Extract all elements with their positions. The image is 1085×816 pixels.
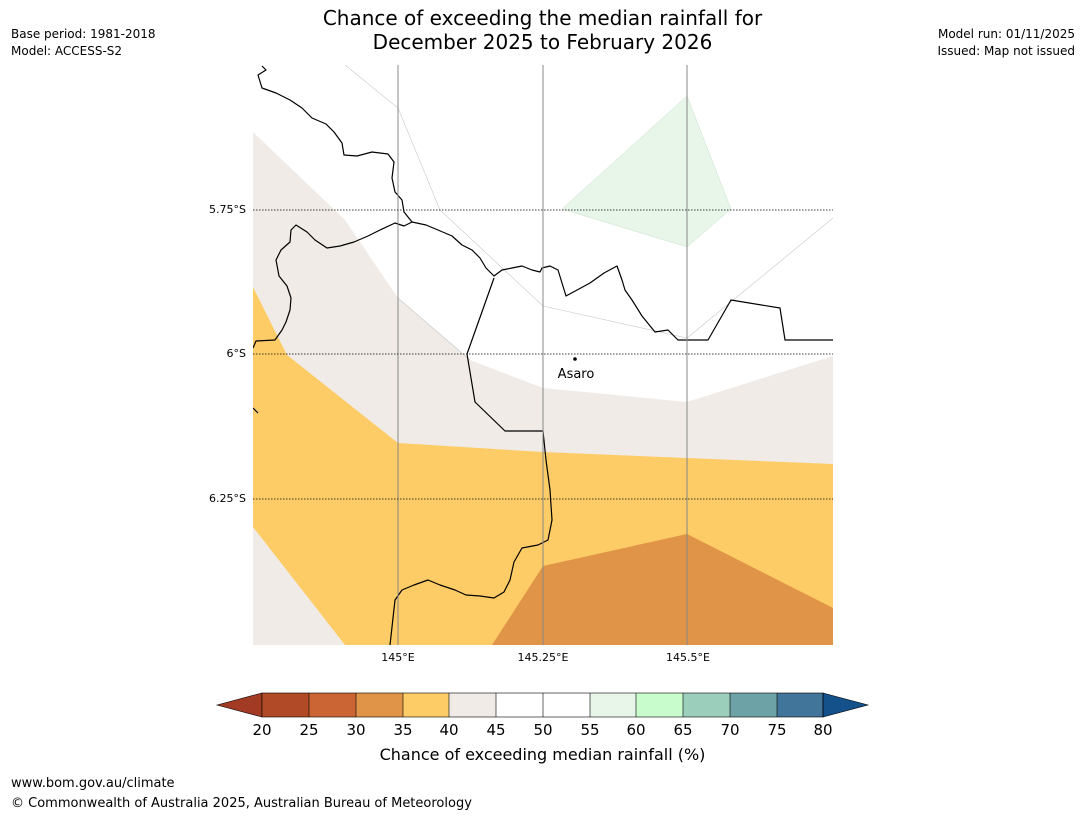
colorbar-tick-label: 45 [486, 721, 505, 739]
colorbar-dividers [261, 692, 824, 718]
colorbar-swatch [590, 693, 636, 717]
issued-status: Issued: Map not issued [937, 44, 1075, 58]
model-run: Model run: 01/11/2025 [937, 27, 1075, 41]
colorbar-swatch [449, 693, 496, 717]
colorbar-swatch [496, 693, 543, 717]
colorbar: 20 25 30 35 40 45 50 55 60 65 70 75 80 [215, 692, 870, 739]
colorbar-tick-label: 80 [813, 721, 832, 739]
lon-label: 145°E [381, 651, 414, 664]
title-line-2: December 2025 to February 2026 [372, 30, 713, 54]
title-line-1: Chance of exceeding the median rainfall … [322, 6, 763, 30]
lat-label: 6°S [227, 347, 246, 360]
colorbar-tick-label: 75 [767, 721, 786, 739]
colorbar-tick-label: 50 [533, 721, 552, 739]
map-title: Chance of exceeding the median rainfall … [200, 6, 885, 54]
graticule [253, 65, 833, 645]
copyright-notice: © Commonwealth of Australia 2025, Austra… [11, 796, 472, 811]
place-marker: Asaro [558, 357, 595, 382]
colorbar-tick-label: 20 [252, 721, 271, 739]
lon-label: 145.25°E [518, 651, 569, 664]
lon-label: 145.5°E [666, 651, 710, 664]
boundary-lines [253, 65, 833, 645]
colorbar-swatch [636, 693, 683, 717]
contour-lines [344, 65, 833, 361]
colorbar-ticks: 20 25 30 35 40 45 50 55 60 65 70 75 80 [252, 721, 832, 739]
colorbar-swatch [543, 693, 590, 717]
colorbar-tick-label: 30 [346, 721, 365, 739]
place-label: Asaro [558, 367, 595, 382]
colorbar-swatch [309, 693, 356, 717]
lat-label: 6.25°S [209, 492, 246, 505]
metadata-right: Model run: 01/11/2025 Issued: Map not is… [937, 26, 1075, 60]
colorbar-extend-high [822, 692, 870, 718]
colorbar-tick-label: 60 [626, 721, 645, 739]
colorbar-tick-label: 65 [673, 721, 692, 739]
base-period: Base period: 1981-2018 [11, 27, 156, 41]
lat-label: 5.75°S [209, 203, 246, 216]
colorbar-swatch [777, 693, 823, 717]
colorbar-swatch [683, 693, 730, 717]
axis-labels: 5.75°S 6°S 6.25°S 145°E 145.25°E 145.5°E [209, 203, 710, 664]
place-dot [573, 357, 577, 361]
colorbar-label: Chance of exceeding median rainfall (%) [379, 745, 706, 764]
colorbar-tick-label: 40 [439, 721, 458, 739]
colorbar-swatch [403, 693, 449, 717]
model-name: Model: ACCESS-S2 [11, 44, 123, 58]
colorbar-extend-low [215, 692, 263, 718]
colorbar-tick-label: 70 [720, 721, 739, 739]
colorbar-tick-label: 25 [299, 721, 318, 739]
colorbar-swatch [356, 693, 403, 717]
metadata-left: Base period: 1981-2018 Model: ACCESS-S2 [11, 26, 156, 60]
colorbar-swatch [262, 693, 309, 717]
colorbar-swatch [730, 693, 777, 717]
colorbar-tick-label: 55 [580, 721, 599, 739]
colorbar-tick-label: 35 [393, 721, 412, 739]
bom-url[interactable]: www.bom.gov.au/climate [11, 776, 175, 791]
zone-30-35 [492, 534, 833, 645]
